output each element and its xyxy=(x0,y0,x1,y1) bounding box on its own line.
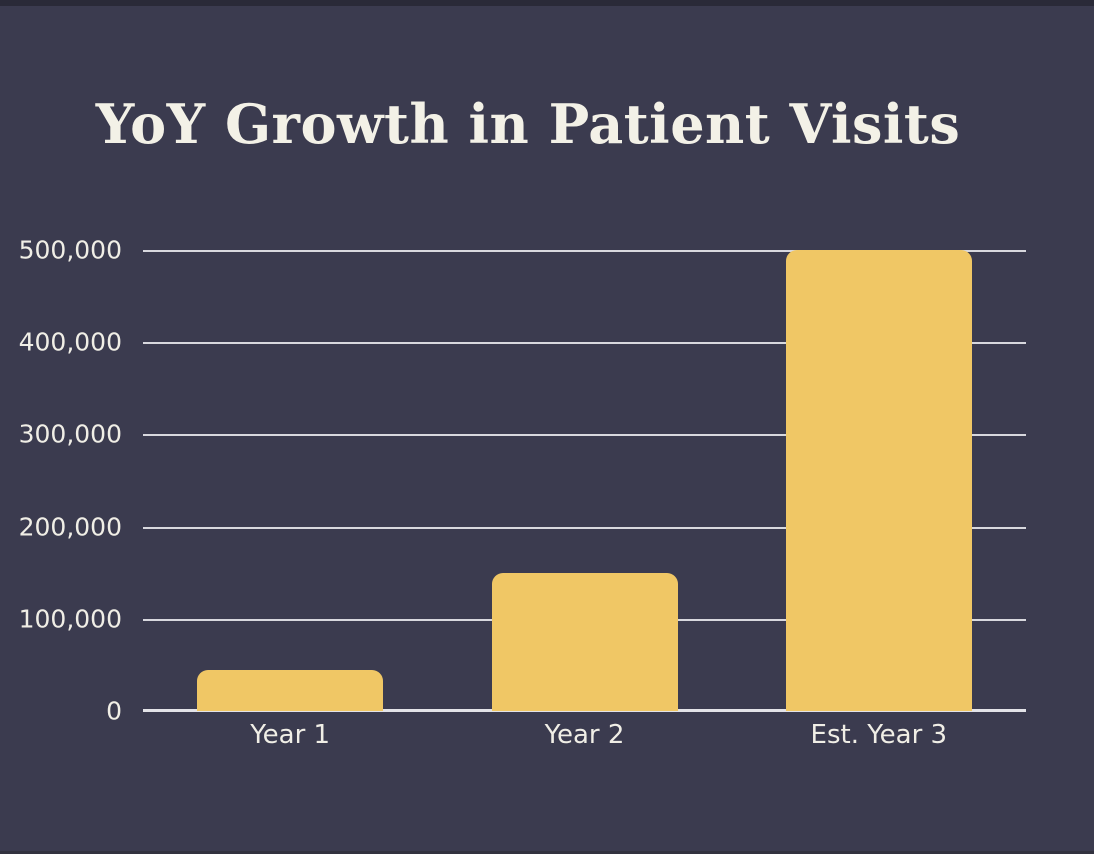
chart-title: YoY Growth in Patient Visits xyxy=(95,92,961,156)
y-tick-label-100000: 100,000 xyxy=(18,604,122,634)
y-tick-label-400000: 400,000 xyxy=(18,327,122,357)
x-tick-label-est-year-3: Est. Year 3 xyxy=(810,720,948,750)
y-tick-label-500000: 500,000 xyxy=(18,235,122,265)
plot-area xyxy=(143,250,1026,712)
bar-year-1[interactable] xyxy=(197,669,384,711)
gridline-300000 xyxy=(143,434,1026,436)
x-tick-label-year-1: Year 1 xyxy=(250,720,331,750)
bar-est-year-3[interactable] xyxy=(785,250,972,711)
y-tick-label-0: 0 xyxy=(106,696,122,726)
x-axis-tick-labels: Year 1 Year 2 Est. Year 3 xyxy=(143,720,1026,768)
gridline-200000 xyxy=(143,527,1026,529)
gridline-400000 xyxy=(143,342,1026,344)
y-tick-label-300000: 300,000 xyxy=(18,419,122,449)
x-tick-label-year-2: Year 2 xyxy=(544,720,625,750)
y-tick-label-200000: 200,000 xyxy=(18,512,122,542)
gridline-500000 xyxy=(143,250,1026,252)
bar-year-2[interactable] xyxy=(491,572,678,711)
y-axis-tick-labels: 0 100,000 200,000 300,000 400,000 500,00… xyxy=(0,236,122,726)
